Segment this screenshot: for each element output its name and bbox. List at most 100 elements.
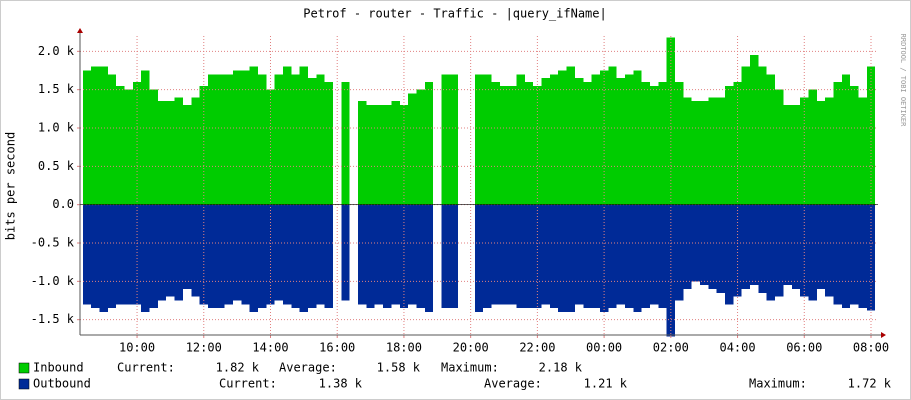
- area-segment: [82, 204, 92, 305]
- area-segment: [291, 204, 300, 309]
- area-segment: [441, 204, 450, 309]
- area-segment: [424, 82, 434, 205]
- legend-stat-value: 2.18 k: [539, 361, 583, 375]
- area-segment: [708, 204, 717, 289]
- legend-stat-value: 1.58 k: [377, 361, 421, 375]
- area-segment: [383, 105, 392, 205]
- area-segment: [858, 97, 867, 205]
- x-tick-label: 04:00: [719, 341, 755, 355]
- area-segment: [174, 97, 183, 205]
- area-segment: [608, 66, 617, 205]
- area-segment: [107, 74, 117, 205]
- area-segment: [299, 204, 309, 312]
- x-axis-arrow: [881, 332, 886, 338]
- area-segment: [299, 66, 309, 205]
- area-segment: [291, 74, 300, 205]
- legend-stat-label: Current:: [219, 377, 277, 391]
- area-segment: [266, 204, 275, 305]
- x-tick-label: 12:00: [186, 341, 222, 355]
- area-segment: [566, 66, 575, 205]
- area-segment: [533, 85, 542, 205]
- area-segment: [608, 204, 617, 309]
- y-tick-label: 1.0 k: [38, 121, 75, 135]
- area-segment: [408, 93, 417, 205]
- area-segment: [424, 204, 434, 312]
- area-segment: [166, 204, 175, 297]
- area-segment: [758, 66, 767, 205]
- area-segment: [207, 204, 217, 309]
- area-segment: [491, 82, 500, 205]
- area-segment: [741, 204, 751, 289]
- legend-stat-label: Current:: [117, 361, 175, 375]
- x-tick-label: 20:00: [453, 341, 489, 355]
- area-segment: [449, 74, 459, 205]
- area-segment: [800, 204, 809, 297]
- area-segment: [524, 82, 534, 205]
- area-segment: [624, 74, 634, 205]
- watermark: RRDTOOL / TOBI OETIKER: [899, 34, 907, 128]
- area-segment: [850, 204, 859, 305]
- area-segment: [816, 101, 826, 205]
- area-segment: [358, 101, 367, 205]
- area-segment: [491, 204, 500, 305]
- area-segment: [483, 74, 492, 205]
- area-segment: [241, 204, 250, 305]
- legend-stat-label: Maximum:: [749, 377, 807, 391]
- area-segment: [516, 74, 525, 205]
- legend-swatch: [18, 378, 30, 390]
- area-segment: [816, 204, 826, 289]
- area-segment: [633, 204, 642, 312]
- area-segment: [591, 74, 600, 205]
- area-segment: [858, 204, 867, 309]
- area-segment: [624, 204, 634, 309]
- legend-label: Outbound: [33, 377, 91, 391]
- area-segment: [249, 66, 258, 205]
- area-segment: [274, 204, 284, 301]
- area-segment: [416, 204, 425, 309]
- y-tick-label: -0.5 k: [31, 236, 75, 250]
- area-segment: [157, 204, 167, 301]
- area-segment: [399, 105, 409, 205]
- area-segment: [207, 74, 217, 205]
- x-tick-label: 02:00: [653, 341, 689, 355]
- area-segment: [658, 82, 667, 205]
- area-segment: [741, 66, 751, 205]
- y-tick-label: 2.0 k: [38, 44, 75, 58]
- area-segment: [716, 204, 726, 293]
- x-tick-label: 14:00: [252, 341, 288, 355]
- area-segment: [99, 204, 108, 312]
- area-segment: [524, 204, 534, 309]
- area-segment: [324, 204, 334, 309]
- area-segment: [166, 101, 175, 205]
- area-segment: [341, 204, 350, 301]
- area-segment: [574, 78, 584, 205]
- area-segment: [766, 74, 776, 205]
- x-tick-label: 06:00: [786, 341, 822, 355]
- area-segment: [825, 97, 834, 205]
- area-segment: [182, 204, 192, 289]
- area-segment: [791, 204, 801, 289]
- area-segment: [791, 105, 801, 205]
- legend-label: Inbound: [33, 361, 84, 375]
- y-tick-label: 0.5 k: [38, 159, 75, 173]
- area-segment: [866, 204, 876, 311]
- area-segment: [116, 85, 125, 205]
- area-segment: [541, 204, 550, 305]
- area-segment: [725, 85, 734, 205]
- area-segment: [324, 82, 334, 205]
- area-segment: [841, 204, 851, 309]
- area-segment: [599, 70, 609, 205]
- area-segment: [191, 204, 200, 297]
- area-segment: [408, 204, 417, 305]
- area-segment: [124, 89, 133, 205]
- area-segment: [783, 204, 792, 286]
- area-segment: [483, 204, 492, 309]
- area-segment: [733, 204, 742, 297]
- x-tick-label: 10:00: [119, 341, 155, 355]
- y-tick-label: 0.0: [52, 197, 74, 211]
- area-segment: [641, 82, 650, 205]
- legend-stat-value: 1.82 k: [216, 361, 260, 375]
- x-tick-label: 22:00: [519, 341, 555, 355]
- area-segment: [141, 204, 150, 312]
- area-segment: [107, 204, 117, 309]
